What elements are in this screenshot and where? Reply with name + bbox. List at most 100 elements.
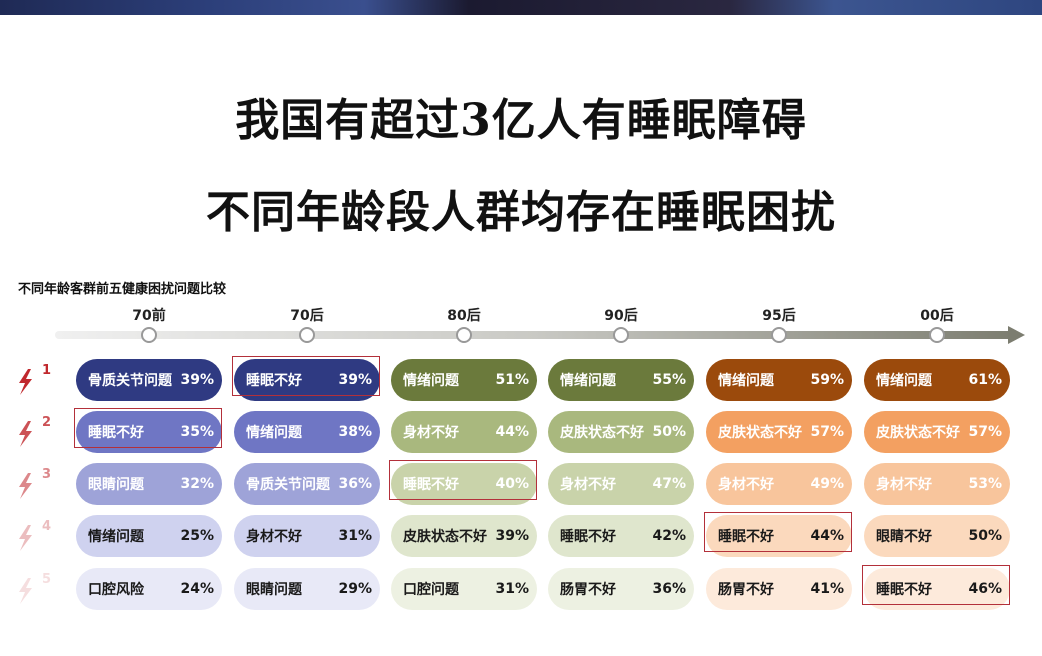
issue-pill: 睡眠不好 39% [234, 359, 380, 401]
lightning-icon [19, 525, 32, 551]
issue-label: 口腔风险 [88, 582, 144, 598]
issue-pill: 骨质关节问题 39% [76, 359, 222, 401]
issue-pill: 身材不好 47% [548, 463, 694, 505]
issue-label: 身材不好 [246, 529, 302, 545]
issue-pill: 情绪问题 59% [706, 359, 852, 401]
rank-indicator: 2 [14, 415, 54, 449]
timeline-label: 70前 [132, 308, 166, 324]
issue-pill: 身材不好 44% [391, 411, 537, 453]
issue-value: 35% [180, 424, 214, 440]
issue-label: 眼睛不好 [876, 529, 932, 545]
issue-pill: 眼睛不好 50% [864, 515, 1010, 557]
page-subtitle: 不同年龄段人群均存在睡眠困扰 [206, 187, 836, 238]
issue-label: 睡眠不好 [403, 477, 459, 493]
issue-value: 46% [968, 581, 1002, 597]
issue-value: 49% [810, 476, 844, 492]
rank-indicator: 5 [14, 572, 54, 606]
issue-label: 口腔问题 [403, 582, 459, 598]
issue-pill: 皮肤状态不好 57% [864, 411, 1010, 453]
issue-value: 25% [180, 528, 214, 544]
issue-label: 骨质关节问题 [88, 373, 172, 389]
issue-value: 50% [968, 528, 1002, 544]
issue-pill: 情绪问题 25% [76, 515, 222, 557]
issue-pill: 口腔风险 24% [76, 568, 222, 610]
chart-title: 不同年龄客群前五健康困扰问题比较 [18, 282, 227, 297]
timeline-label: 95后 [762, 308, 796, 324]
timeline-dot [929, 327, 945, 343]
issue-pill: 身材不好 49% [706, 463, 852, 505]
issue-pill: 身材不好 31% [234, 515, 380, 557]
rank-indicator: 4 [14, 519, 54, 553]
issue-pill: 肠胃不好 36% [548, 568, 694, 610]
issue-pill: 情绪问题 61% [864, 359, 1010, 401]
issue-pill: 眼睛问题 32% [76, 463, 222, 505]
issue-label: 骨质关节问题 [246, 477, 330, 493]
timeline-arrow-icon [1008, 326, 1025, 344]
issue-pill: 肠胃不好 41% [706, 568, 852, 610]
issue-value: 61% [968, 372, 1002, 388]
issue-value: 47% [652, 476, 686, 492]
issue-label: 睡眠不好 [560, 529, 616, 545]
sleep-highlight-box [704, 512, 852, 552]
issue-label: 身材不好 [560, 477, 616, 493]
issue-pill: 睡眠不好 42% [548, 515, 694, 557]
issue-label: 肠胃不好 [560, 582, 616, 598]
timeline-dot [613, 327, 629, 343]
issue-pill: 骨质关节问题 36% [234, 463, 380, 505]
issue-pill: 皮肤状态不好 50% [548, 411, 694, 453]
timeline-dot [141, 327, 157, 343]
rank-number: 3 [42, 467, 52, 482]
issue-value: 24% [180, 581, 214, 597]
lightning-icon [19, 578, 32, 604]
lightning-icon [19, 421, 32, 447]
issue-label: 皮肤状态不好 [560, 425, 644, 441]
issue-pill: 睡眠不好 40% [391, 463, 537, 505]
rank-number: 4 [42, 519, 52, 534]
issue-pill: 口腔问题 31% [391, 568, 537, 610]
issue-value: 59% [810, 372, 844, 388]
issue-label: 皮肤状态不好 [876, 425, 960, 441]
timeline-label: 70后 [290, 308, 324, 324]
issue-label: 身材不好 [718, 477, 774, 493]
issue-value: 42% [652, 528, 686, 544]
issue-value: 51% [495, 372, 529, 388]
rank-number: 1 [42, 363, 52, 378]
timeline-label: 00后 [920, 308, 954, 324]
issue-value: 44% [495, 424, 529, 440]
lightning-icon [19, 369, 32, 395]
sleep-highlight-box [862, 565, 1010, 605]
issue-value: 31% [495, 581, 529, 597]
sleep-highlight-box [74, 408, 222, 448]
issue-pill: 睡眠不好 35% [76, 411, 222, 453]
issue-pill: 情绪问题 55% [548, 359, 694, 401]
issue-pill: 皮肤状态不好 57% [706, 411, 852, 453]
issue-value: 55% [652, 372, 686, 388]
timeline-dot [771, 327, 787, 343]
rank-number: 2 [42, 415, 52, 430]
issue-label: 睡眠不好 [876, 582, 932, 598]
issue-pill: 身材不好 53% [864, 463, 1010, 505]
timeline-dot [299, 327, 315, 343]
page-title: 我国有超过3亿人有睡眠障碍 [235, 95, 807, 146]
issue-value: 31% [338, 528, 372, 544]
header-banner-image [0, 0, 1042, 15]
issue-label: 情绪问题 [403, 373, 459, 389]
issue-pill: 情绪问题 38% [234, 411, 380, 453]
issue-value: 50% [652, 424, 686, 440]
issue-pill: 睡眠不好 46% [864, 568, 1010, 610]
issue-label: 皮肤状态不好 [718, 425, 802, 441]
issue-value: 38% [338, 424, 372, 440]
sleep-highlight-box [389, 460, 537, 500]
issue-label: 身材不好 [876, 477, 932, 493]
issue-label: 情绪问题 [718, 373, 774, 389]
issue-label: 睡眠不好 [246, 373, 302, 389]
issue-label: 情绪问题 [88, 529, 144, 545]
timeline-label: 90后 [604, 308, 638, 324]
timeline-dot [456, 327, 472, 343]
issue-value: 57% [810, 424, 844, 440]
issue-value: 39% [338, 372, 372, 388]
issue-label: 情绪问题 [876, 373, 932, 389]
issue-value: 40% [495, 476, 529, 492]
issue-value: 53% [968, 476, 1002, 492]
issue-value: 57% [968, 424, 1002, 440]
